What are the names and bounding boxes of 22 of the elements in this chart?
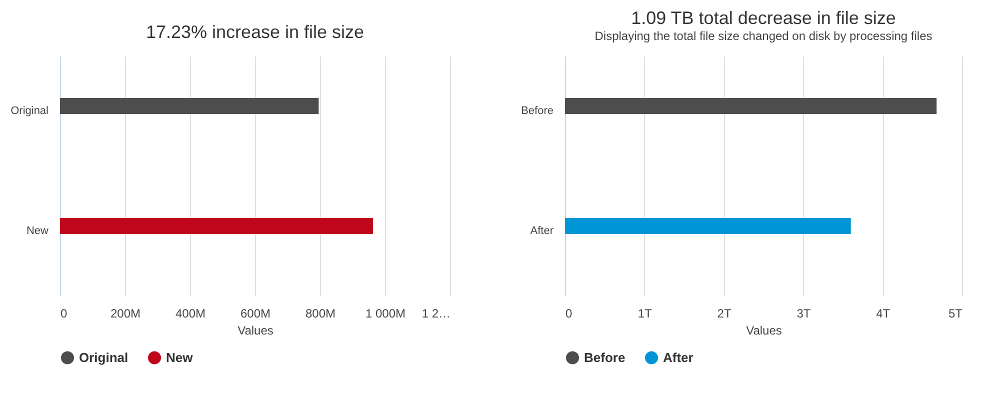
- legend-label: Original: [79, 350, 128, 365]
- chart-title: 1.09 TB total decrease in file size: [631, 8, 896, 28]
- chart-title: 17.23% increase in file size: [146, 22, 364, 42]
- legend-label: New: [166, 350, 194, 365]
- x-tick-label: 800M: [305, 306, 336, 320]
- x-tick-label: 3T: [796, 306, 812, 320]
- x-tick-label: 200M: [110, 306, 141, 320]
- chart-subtitle: Displaying the total file size changed on disk by processing files: [594, 29, 932, 43]
- x-tick-label: 2T: [717, 306, 732, 320]
- legend-label: After: [663, 350, 694, 365]
- x-tick-label: 1 2…: [422, 306, 450, 320]
- x-tick-label: 0: [60, 306, 68, 320]
- x-tick-label: 1T: [638, 306, 653, 320]
- x-tick-label: 600M: [240, 306, 271, 320]
- legend-label: Before: [584, 350, 626, 365]
- x-tick-label: 1 000M: [365, 306, 406, 320]
- x-tick-label: 0: [566, 306, 572, 320]
- x-axis-title: Values: [746, 324, 782, 338]
- x-tick-label: 4T: [876, 306, 891, 320]
- x-axis-title: Values: [238, 324, 274, 338]
- x-tick-label: 400M: [175, 306, 206, 320]
- x-tick-label: 5T: [948, 306, 964, 320]
